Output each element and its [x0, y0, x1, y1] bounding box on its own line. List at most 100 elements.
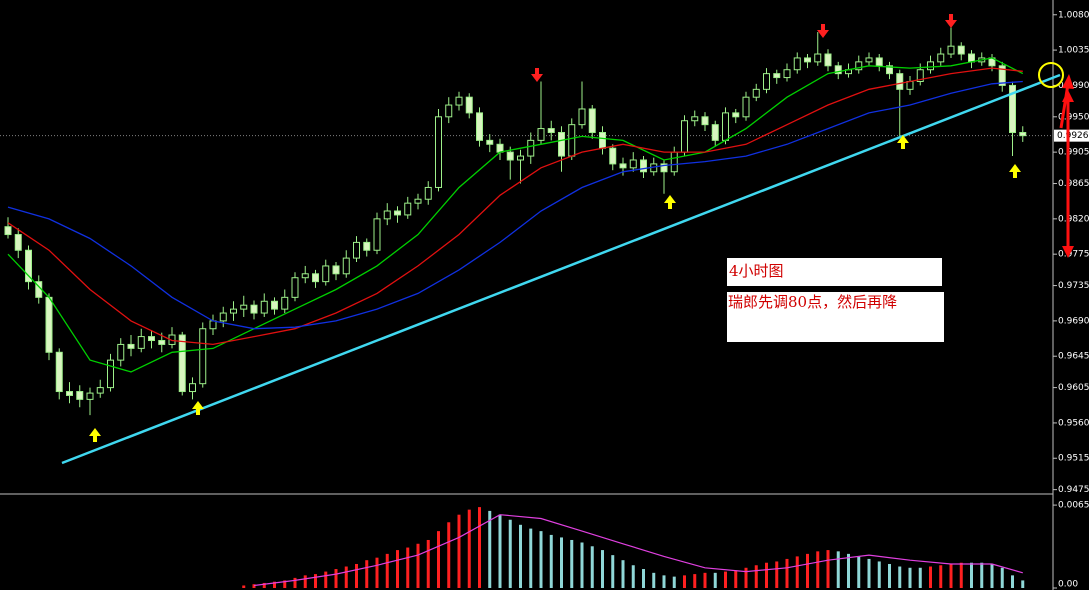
macd-bar: [478, 507, 481, 588]
candle-body: [875, 57, 883, 67]
macd-bar: [601, 550, 604, 588]
candle-body: [373, 218, 381, 251]
candle-body: [4, 226, 12, 236]
candle-body: [107, 359, 114, 389]
candle-body: [691, 116, 699, 122]
macd-bar: [426, 539, 430, 588]
candle-body: [927, 61, 934, 71]
candle-body: [640, 159, 647, 173]
candle-body: [465, 96, 473, 114]
macd-bar: [437, 531, 440, 588]
macd-bar: [529, 528, 533, 588]
macd-bar: [631, 565, 635, 588]
candle-body: [281, 296, 289, 310]
candle-body: [209, 320, 217, 330]
candle-body: [537, 128, 545, 141]
macd-bar: [303, 575, 307, 588]
macd-bar: [816, 551, 820, 588]
candle-body: [916, 69, 924, 82]
red-arrows: [1059, 74, 1074, 258]
candle-body: [312, 273, 319, 283]
arrow-head: [1062, 246, 1074, 258]
candle-body: [865, 57, 873, 63]
down-arrow: [945, 14, 957, 28]
price-panel: 1.0080 1.0035 0.9990 0.9950 0.9905 0.9865 0.98…: [0, 10, 1089, 495]
candle-body: [271, 300, 278, 310]
trend-line: [61, 73, 1061, 465]
macd-bar: [590, 546, 594, 588]
macd-bar: [713, 572, 717, 588]
macd-bar: [959, 562, 963, 588]
note-body: 瑞郎先调80点，然后再降: [728, 293, 898, 311]
macd-bar: [324, 571, 328, 588]
candle-body: [619, 163, 627, 169]
macd-bar: [949, 563, 953, 588]
macd-bar: [375, 557, 379, 588]
macd-bar: [939, 565, 943, 588]
candle-body: [117, 343, 125, 361]
up-arrow: [897, 135, 909, 149]
down-arrow: [817, 24, 829, 38]
macd-bar: [498, 514, 502, 588]
macd-bar: [416, 543, 420, 588]
macd-bar: [570, 539, 574, 588]
candle-body: [301, 273, 309, 279]
macd-bar: [734, 570, 738, 588]
macd-bar: [662, 575, 666, 588]
arrow-up: [1059, 83, 1070, 129]
candle-body: [660, 163, 668, 173]
candle-body: [527, 139, 535, 157]
macd-bar: [252, 584, 256, 588]
candle-body: [896, 73, 904, 90]
macd-panel: 0.00656 0.00: [242, 501, 1089, 590]
y-tick-label: 0.9775: [1058, 250, 1089, 260]
macd-bar: [744, 567, 748, 588]
macd-bar: [980, 562, 984, 588]
candle-body: [199, 328, 207, 385]
note-box: [727, 258, 942, 286]
candle-body: [722, 112, 729, 141]
macd-bar: [560, 537, 563, 588]
candle-body: [763, 73, 770, 90]
down-arrow: [531, 68, 543, 82]
y-tick-label: 0.9735: [1058, 281, 1089, 291]
y-tick-label: 0.00: [1058, 580, 1078, 590]
y-tick-label: 0.9475: [1058, 485, 1089, 495]
candle-body: [394, 210, 401, 216]
macd-bar: [765, 562, 768, 588]
y-tick-label: 1.0035: [1058, 46, 1089, 56]
candle-body: [230, 308, 237, 314]
ma-line: [7, 80, 1023, 330]
macd-bar: [519, 524, 522, 588]
macd-bar: [857, 556, 861, 588]
candle-body: [517, 155, 524, 161]
candle-body: [793, 57, 801, 71]
macd-bar: [724, 571, 727, 588]
candle-body: [998, 65, 1006, 86]
macd-bar: [836, 551, 840, 588]
macd-bar: [898, 566, 902, 588]
note-body-wrap: 瑞郎先调80点，然后再降: [728, 293, 898, 311]
candle-body: [435, 116, 442, 188]
macd-bar: [642, 569, 645, 588]
macd-bar: [877, 561, 881, 588]
candle-body: [445, 104, 453, 118]
macd-bar: [385, 553, 389, 588]
candle-body: [219, 312, 227, 322]
candle-body: [547, 128, 555, 134]
candle-body: [496, 143, 504, 153]
y-tick-label: 0.9645: [1058, 352, 1089, 362]
candle-body: [476, 112, 483, 141]
macd-bar: [396, 550, 399, 588]
candle-body: [76, 391, 84, 400]
macd-bar: [867, 558, 871, 588]
candle-body: [670, 151, 678, 173]
candle-body: [148, 336, 155, 342]
candle-body: [752, 88, 760, 98]
candle-body: [455, 96, 463, 106]
candle-body: [342, 257, 350, 275]
candle-body: [629, 159, 637, 169]
candle-body: [66, 391, 73, 396]
candle-body: [383, 210, 391, 220]
